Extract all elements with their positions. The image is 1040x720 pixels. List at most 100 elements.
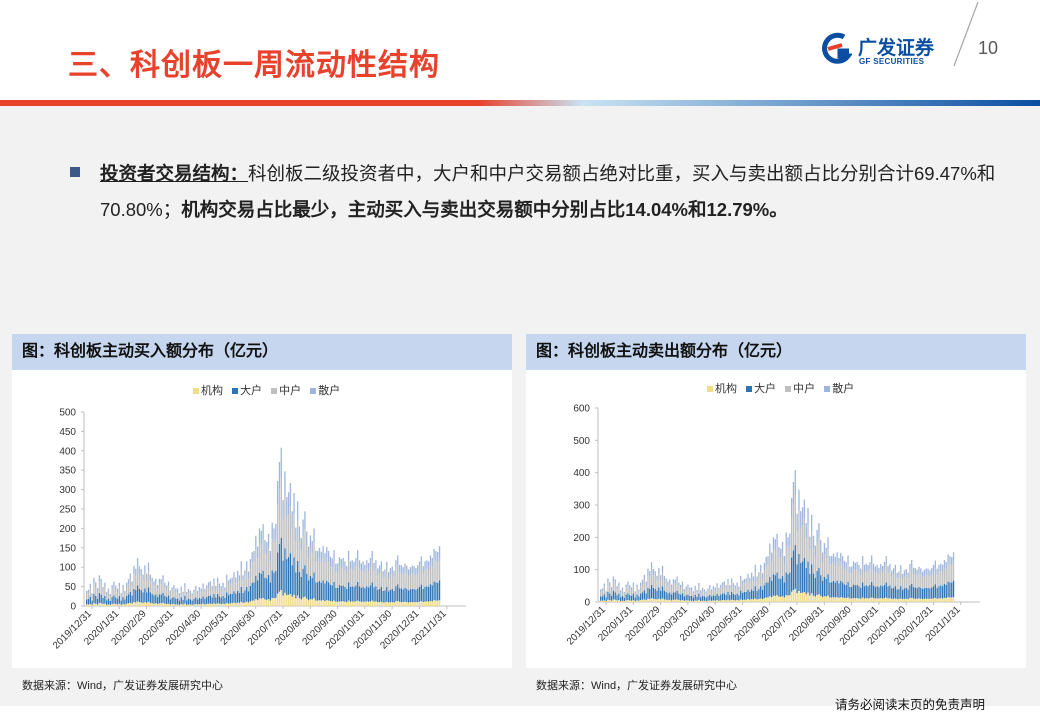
bar-segment-中户: [694, 588, 696, 595]
bar-segment-大户: [273, 572, 275, 599]
bar-segment-中户: [947, 563, 949, 582]
bar-segment-机构: [823, 596, 826, 602]
bar-segment-散户: [384, 569, 386, 577]
bar-segment-大户: [934, 584, 937, 598]
bar-segment-机构: [311, 599, 313, 606]
bar-segment-大户: [206, 597, 208, 605]
bar-segment-机构: [335, 601, 337, 606]
bar-segment-中户: [187, 592, 190, 599]
bar-segment-中户: [687, 587, 689, 595]
bar-segment-散户: [398, 564, 401, 573]
bar-segment-机构: [226, 602, 228, 606]
bar-segment-散户: [289, 483, 292, 507]
bar-segment-机构: [417, 602, 419, 606]
bar-segment-散户: [302, 519, 304, 536]
bar-segment-散户: [918, 566, 920, 574]
bar-segment-大户: [940, 585, 942, 599]
bar-segment-大户: [277, 552, 279, 594]
bar-segment-散户: [841, 556, 844, 565]
bar-segment-散户: [107, 588, 110, 593]
bar-segment-散户: [91, 593, 93, 596]
bar-segment-中户: [298, 541, 301, 572]
bar-segment-大户: [287, 557, 290, 595]
bar-segment-大户: [347, 582, 350, 601]
bar-segment-大户: [949, 582, 951, 598]
bar-segment-中户: [249, 567, 252, 586]
bar-segment-中户: [701, 590, 704, 596]
bar-segment-大户: [874, 586, 876, 599]
bar-segment-机构: [625, 600, 627, 602]
bar-segment-中户: [262, 539, 264, 571]
bar-segment-大户: [187, 598, 190, 605]
bar-segment-散户: [672, 579, 675, 584]
bar-segment-散户: [645, 581, 647, 586]
bar-segment-机构: [745, 599, 747, 602]
bar-segment-中户: [413, 573, 415, 589]
buy-chart-source: 数据来源：Wind，广发证券发展研究中心: [22, 680, 224, 692]
bar-segment-机构: [395, 601, 397, 606]
bar-segment-大户: [211, 597, 213, 605]
bar-segment-散户: [426, 560, 428, 569]
bar-segment-中户: [869, 569, 871, 585]
bar-segment-机构: [929, 598, 931, 602]
bar-segment-机构: [692, 601, 695, 602]
bar-segment-大户: [384, 590, 386, 603]
bar-segment-机构: [685, 600, 687, 602]
bar-segment-机构: [901, 599, 904, 602]
bar-segment-中户: [393, 577, 395, 591]
bar-segment-机构: [344, 601, 346, 606]
bar-segment-大户: [660, 590, 662, 600]
bar-segment-机构: [198, 604, 201, 606]
bar-segment-大户: [632, 593, 635, 601]
bar-segment-中户: [636, 587, 638, 595]
bar-segment-散户: [151, 577, 153, 584]
y-tick-label: 300: [573, 501, 590, 512]
bar-segment-中户: [634, 593, 636, 598]
bar-segment-中户: [923, 575, 926, 589]
bar-segment-机构: [892, 598, 895, 602]
bar-segment-散户: [600, 589, 602, 592]
bar-segment-中户: [940, 570, 942, 586]
bar-segment-大户: [380, 586, 382, 602]
bar-segment-散户: [945, 561, 947, 570]
bar-segment-大户: [901, 589, 904, 600]
bar-segment-散户: [231, 577, 233, 584]
bar-segment-散户: [422, 566, 424, 574]
bar-segment-机构: [109, 604, 111, 606]
buy-chart-svg: 0501001502002503003504004505002019/12/31…: [51, 408, 466, 652]
bar-segment-中户: [89, 588, 91, 597]
bar-segment-散户: [118, 582, 121, 587]
bar-segment-中户: [770, 561, 773, 581]
bar-segment-散户: [750, 572, 753, 579]
bar-segment-散户: [669, 579, 671, 584]
bar-segment-大户: [847, 581, 849, 598]
bar-segment-中户: [938, 571, 940, 587]
bar-segment-中户: [823, 554, 826, 577]
bar-segment-大户: [694, 594, 696, 601]
bar-segment-中户: [680, 588, 682, 595]
bar-segment-机构: [652, 598, 655, 602]
legend-swatch-sanhu: [824, 385, 831, 392]
bar-segment-散户: [689, 587, 691, 591]
bar-segment-散户: [277, 481, 279, 505]
bar-segment-机构: [869, 598, 871, 602]
bar-segment-大户: [377, 589, 379, 603]
bar-segment-散户: [781, 541, 784, 554]
bar-segment-机构: [107, 604, 110, 606]
bar-segment-散户: [676, 576, 678, 582]
bar-segment-中户: [267, 547, 270, 575]
bar-segment-散户: [920, 568, 922, 575]
bar-segment-散户: [763, 562, 766, 571]
bar-segment-中户: [941, 571, 944, 587]
bar-segment-机构: [246, 601, 248, 606]
bar-segment-中户: [104, 586, 106, 596]
bar-segment-机构: [377, 602, 379, 606]
bar-segment-机构: [326, 600, 328, 606]
bar-segment-中户: [849, 573, 851, 587]
bar-segment-中户: [289, 506, 292, 554]
bar-segment-大户: [656, 590, 658, 600]
bar-segment-中户: [610, 590, 613, 596]
bar-segment-中户: [667, 585, 669, 594]
bar-segment-中户: [391, 573, 393, 589]
bar-segment-散户: [178, 593, 181, 596]
